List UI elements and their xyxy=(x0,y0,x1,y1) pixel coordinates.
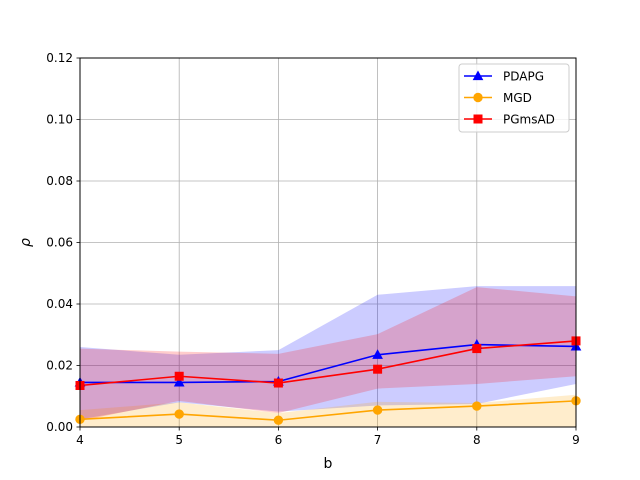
band-mgd xyxy=(80,394,576,427)
data-point-pdapg xyxy=(173,376,185,387)
x-tick-label: 7 xyxy=(374,433,382,447)
legend: PDAPG MGD PGmsAD xyxy=(458,63,570,133)
y-axis-label: ρ xyxy=(18,238,34,247)
y-tick-label: 0.12 xyxy=(46,51,73,65)
band-pgmsad xyxy=(80,287,576,421)
x-axis-label: b xyxy=(324,456,333,472)
legend-marker xyxy=(472,70,484,81)
axis-ticks: 4 5 6 7 8 9 0.00 0.02 0.04 0.06 0.08 0.10 0.12 xyxy=(46,51,580,447)
series-line-mgd xyxy=(79,400,577,422)
y-tick-label: 0.02 xyxy=(46,359,73,373)
x-tick-label: 5 xyxy=(175,433,183,447)
y-tick-label: 0.06 xyxy=(46,236,73,250)
confidence-bands xyxy=(80,286,576,427)
x-tick-label: 8 xyxy=(473,433,481,447)
series-lines xyxy=(79,340,577,422)
y-tick-label: 0.10 xyxy=(46,113,73,127)
legend-marker xyxy=(473,114,483,124)
y-tick-label: 0.08 xyxy=(46,174,73,188)
data-point-pgmsad xyxy=(472,344,482,354)
y-tick-label: 0.00 xyxy=(46,420,73,434)
data-point-mgd xyxy=(273,415,284,425)
x-tick-label: 6 xyxy=(275,433,283,447)
series-line-pdapg xyxy=(80,343,577,384)
data-point-mgd xyxy=(174,409,184,419)
y-tick-label: 0.04 xyxy=(46,297,73,311)
data-point-pdapg xyxy=(372,349,383,359)
x-tick-label: 9 xyxy=(572,433,580,447)
data-point-pgmsad xyxy=(373,364,383,374)
grid xyxy=(79,57,577,428)
data-point-mgd xyxy=(472,401,482,411)
legend-label: MGD xyxy=(503,91,532,105)
x-tick-label: 4 xyxy=(76,433,84,447)
legend-marker xyxy=(473,92,483,103)
legend-label: PDAPG xyxy=(503,70,544,84)
data-point-mgd xyxy=(372,405,383,415)
band-pdapg xyxy=(80,286,576,420)
series-line-pgmsad xyxy=(79,340,577,387)
data-point-pgmsad xyxy=(273,378,283,388)
legend-box xyxy=(458,63,570,133)
legend-label: PGmsAD xyxy=(503,113,555,127)
data-point-pgmsad xyxy=(174,371,184,381)
